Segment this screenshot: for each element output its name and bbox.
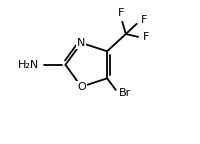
Text: O: O [77,82,86,92]
Text: F: F [142,32,149,42]
Text: F: F [118,8,124,18]
Text: F: F [141,15,147,25]
Text: H₂N: H₂N [18,60,40,70]
Text: Br: Br [119,88,131,98]
Text: N: N [77,38,86,48]
